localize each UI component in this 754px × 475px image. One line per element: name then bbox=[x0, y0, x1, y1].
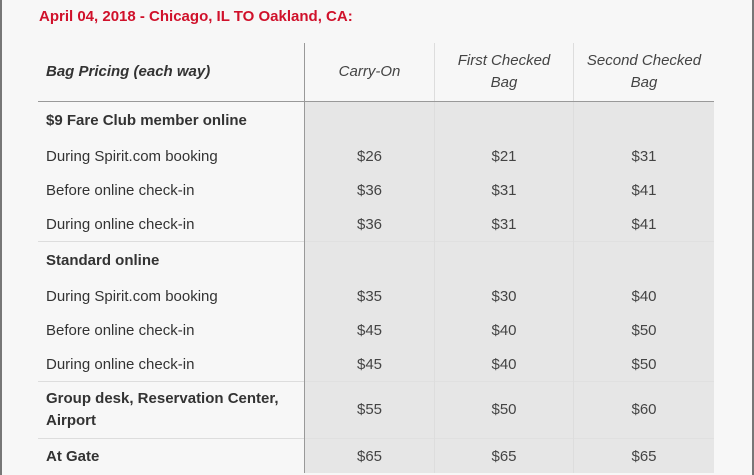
price-first-checked: $40 bbox=[434, 313, 574, 347]
price-first-checked: $50 bbox=[434, 381, 574, 439]
price-first-checked: $21 bbox=[434, 139, 574, 173]
price-first-checked: $65 bbox=[434, 438, 574, 473]
bag-pricing-table: Bag Pricing (each way) Carry-On First Ch… bbox=[38, 43, 714, 473]
table-row: Before online check-in $45 $40 $50 bbox=[38, 313, 714, 347]
section-row: Standard online bbox=[38, 241, 714, 279]
row-label: During online check-in bbox=[46, 215, 195, 233]
price-carry-on: $36 bbox=[304, 173, 435, 207]
price-carry-on: $45 bbox=[304, 347, 435, 382]
table-row: During online check-in $45 $40 $50 bbox=[38, 347, 714, 382]
header-first-checked: First Checked Bag bbox=[434, 43, 574, 102]
price-second-checked: $41 bbox=[573, 207, 714, 242]
header-carry-on: Carry-On bbox=[304, 43, 435, 102]
table-row: During Spirit.com booking $35 $30 $40 bbox=[38, 279, 714, 313]
price-carry-on: $36 bbox=[304, 207, 435, 242]
price-carry-on: $26 bbox=[304, 139, 435, 173]
table-row: During Spirit.com booking $26 $21 $31 bbox=[38, 139, 714, 173]
section-label: Standard online bbox=[38, 241, 305, 279]
row-label: Before online check-in bbox=[46, 181, 195, 199]
price-second-checked: $60 bbox=[573, 381, 714, 439]
row-label: During online check-in bbox=[46, 355, 195, 373]
row-label: Group desk, Reservation Center, Airport bbox=[38, 381, 305, 439]
price-first-checked: $30 bbox=[434, 279, 574, 313]
table-row: During online check-in $36 $31 $41 bbox=[38, 207, 714, 242]
header-bag-pricing: Bag Pricing (each way) bbox=[38, 43, 305, 102]
price-second-checked: $50 bbox=[573, 313, 714, 347]
price-carry-on: $35 bbox=[304, 279, 435, 313]
row-label: Before online check-in bbox=[46, 321, 195, 339]
price-first-checked: $40 bbox=[434, 347, 574, 382]
price-first-checked: $31 bbox=[434, 173, 574, 207]
section-label: $9 Fare Club member online bbox=[46, 112, 247, 129]
price-second-checked: $65 bbox=[573, 438, 714, 473]
row-label: At Gate bbox=[38, 438, 305, 473]
row-label: During Spirit.com booking bbox=[46, 147, 218, 165]
price-first-checked: $31 bbox=[434, 207, 574, 242]
route-title: April 04, 2018 - Chicago, IL TO Oakland,… bbox=[39, 8, 353, 25]
table-row: Before online check-in $36 $31 $41 bbox=[38, 173, 714, 207]
header-second-checked: Second Checked Bag bbox=[573, 43, 714, 102]
price-second-checked: $31 bbox=[573, 139, 714, 173]
price-second-checked: $50 bbox=[573, 347, 714, 382]
table-row: Group desk, Reservation Center, Airport … bbox=[38, 381, 714, 439]
table-row: At Gate $65 $65 $65 bbox=[38, 438, 714, 473]
row-label: During Spirit.com booking bbox=[46, 287, 218, 305]
price-second-checked: $41 bbox=[573, 173, 714, 207]
price-carry-on: $45 bbox=[304, 313, 435, 347]
price-carry-on: $55 bbox=[304, 381, 435, 439]
price-second-checked: $40 bbox=[573, 279, 714, 313]
price-carry-on: $65 bbox=[304, 438, 435, 473]
section-row: $9 Fare Club member online bbox=[38, 101, 714, 139]
table-header-row: Bag Pricing (each way) Carry-On First Ch… bbox=[38, 43, 714, 102]
